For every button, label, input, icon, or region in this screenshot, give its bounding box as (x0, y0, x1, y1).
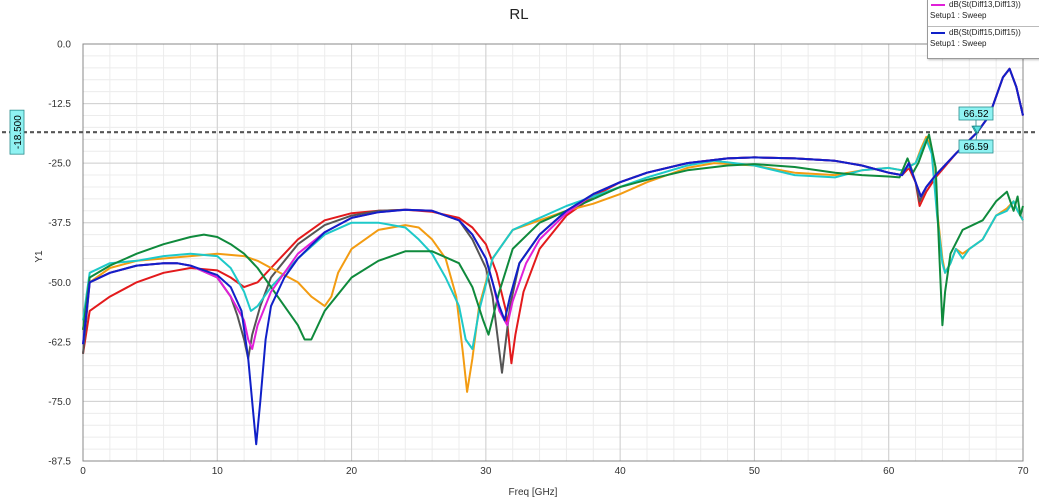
legend-swatch-diff15 (931, 32, 945, 34)
legend-entry-setup: Setup1 : Sweep (930, 39, 987, 48)
y-axis-label: Y1 (34, 250, 45, 263)
legend-entry-diff13[interactable]: dB(St(Diff13,Diff13)) Setup1 : Sweep (928, 0, 1039, 28)
y-tick-labels: 0.0 -12.5 -25.0 -37.5 -50.0 -62.5 -75.0 -87.5 (48, 40, 71, 468)
marker-label-box[interactable] (958, 139, 994, 154)
x-tick-label: 20 (346, 466, 358, 477)
major-grid (82, 43, 1024, 462)
x-axis-label: Freq [GHz] (509, 487, 558, 498)
legend-entry-setup: Setup1 : Sweep (930, 11, 987, 20)
series-layer (82, 67, 1024, 446)
x-tick-label: 70 (1017, 466, 1029, 477)
y-tick-label: -37.5 (48, 218, 71, 229)
marker-label: 66.59 (963, 142, 988, 153)
legend-entry-diff15[interactable]: dB(St(Diff15,Diff15)) Setup1 : Sweep (928, 28, 1039, 56)
x-tick-label: 50 (749, 466, 761, 477)
y-tick-label: -25.0 (48, 159, 71, 170)
x-tick-label: 60 (883, 466, 895, 477)
x-tick-label: 0 (80, 466, 86, 477)
x-tick-label: 10 (212, 466, 224, 477)
y-tick-label: -62.5 (48, 337, 71, 348)
reference-line-label[interactable]: -18.500 (9, 109, 25, 155)
minor-grid (82, 43, 1024, 462)
y-tick-label: 0.0 (57, 40, 71, 51)
series-line-6[interactable] (82, 67, 1024, 350)
marker-triangle[interactable] (972, 125, 983, 134)
series-line-7[interactable] (82, 67, 1024, 446)
y-tick-label: -12.5 (48, 99, 71, 110)
y-tick-label: -87.5 (48, 457, 71, 468)
y-tick-label: -50.0 (48, 278, 71, 289)
x-tick-label: 40 (615, 466, 627, 477)
legend-divider (928, 26, 1039, 27)
x-tick-labels: 0 10 20 30 40 50 60 70 (80, 466, 1029, 477)
plot-area-frame (82, 43, 1024, 462)
marker-label: 66.52 (963, 109, 988, 120)
y-tick-label: -75.0 (48, 397, 71, 408)
reference-line-value: -18.500 (13, 115, 24, 149)
legend-entry-name: dB(St(Diff15,Diff15)) (949, 28, 1021, 37)
x-tick-label: 30 (480, 466, 492, 477)
legend[interactable]: dB(St(Diff13,Diff13)) Setup1 : Sweep dB(… (927, 0, 1039, 59)
legend-entry-name: dB(St(Diff13,Diff13)) (949, 0, 1021, 9)
series-line-5[interactable] (82, 133, 1024, 341)
marker-label-box[interactable] (958, 106, 994, 121)
series-line-1[interactable] (82, 67, 1024, 365)
series-line-2[interactable] (82, 67, 1024, 374)
chart-title: RL (509, 6, 528, 23)
legend-swatch-diff13 (931, 4, 945, 6)
marker-layer: 66.52 66.59 (958, 106, 994, 154)
